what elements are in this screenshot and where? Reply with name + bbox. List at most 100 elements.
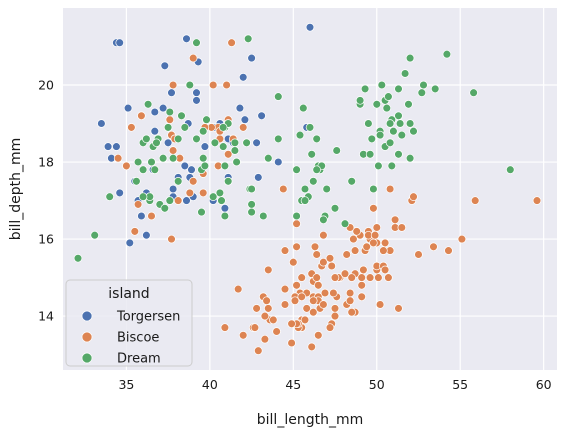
legend-label: Biscoe (117, 331, 159, 346)
data-point (506, 165, 515, 174)
data-point (330, 311, 340, 321)
x-tick-labels: 35 40 45 50 55 60 (118, 377, 551, 392)
data-point (369, 184, 378, 194)
data-point (223, 177, 233, 186)
data-point (312, 273, 321, 282)
data-point (400, 69, 410, 78)
data-point (340, 269, 350, 278)
series-biscoe (113, 38, 542, 355)
data-point (247, 207, 256, 217)
data-point (385, 119, 395, 128)
data-point (280, 300, 290, 309)
data-point (312, 165, 321, 174)
data-point (220, 161, 230, 171)
data-point (359, 265, 368, 275)
data-point (220, 204, 230, 213)
data-point (414, 250, 423, 259)
data-point (215, 188, 225, 198)
data-point (138, 192, 148, 201)
data-point (370, 230, 380, 240)
data-point (352, 227, 361, 236)
data-point (132, 177, 141, 186)
legend-marker (81, 331, 93, 343)
data-point (397, 130, 407, 140)
data-point (329, 288, 338, 298)
data-point (168, 146, 178, 155)
data-point (230, 146, 240, 155)
data-point (222, 80, 231, 90)
data-point (150, 126, 160, 136)
data-point (115, 38, 124, 47)
data-point (319, 300, 328, 309)
data-points (73, 23, 542, 355)
data-point (394, 84, 403, 94)
data-point (223, 150, 233, 159)
data-point (198, 126, 208, 136)
data-point (217, 196, 226, 205)
data-point (142, 230, 151, 240)
legend-box (65, 279, 193, 367)
data-point (269, 315, 278, 325)
data-point (259, 211, 268, 221)
data-point (379, 246, 388, 255)
data-point (309, 296, 318, 305)
data-point (227, 38, 236, 47)
data-point (123, 103, 133, 113)
data-point (300, 184, 310, 194)
data-point (127, 123, 136, 132)
data-point (147, 157, 156, 167)
legend-label: Torgersen (116, 310, 180, 325)
data-point (247, 184, 256, 194)
data-point (325, 323, 335, 332)
data-point (218, 123, 228, 132)
data-point (357, 281, 366, 290)
data-point (387, 161, 397, 171)
data-point (307, 150, 316, 159)
data-point (122, 161, 131, 171)
y-tick-label: 14 (38, 309, 54, 324)
data-point (340, 219, 350, 228)
data-point (409, 192, 418, 201)
data-point (113, 153, 123, 163)
data-point (347, 177, 356, 186)
data-point (365, 150, 375, 159)
data-point (115, 188, 124, 198)
data-point (103, 142, 113, 151)
data-point (192, 96, 201, 105)
data-point (394, 304, 403, 313)
data-point (287, 338, 296, 348)
data-point (152, 138, 161, 148)
data-point (274, 157, 283, 167)
series-dream (73, 34, 515, 263)
data-point (264, 153, 273, 163)
data-point (375, 300, 385, 309)
data-point (133, 157, 143, 167)
data-point (287, 319, 296, 329)
data-point (192, 88, 201, 97)
legend-title: island (108, 286, 149, 302)
x-tick-label: 50 (369, 377, 385, 392)
data-point (280, 284, 290, 294)
data-point (289, 257, 298, 267)
data-point (380, 265, 390, 275)
data-point (385, 138, 395, 148)
data-point (97, 119, 106, 128)
data-point (143, 100, 153, 109)
data-point (395, 119, 405, 128)
y-tick-label: 20 (38, 78, 54, 93)
data-point (350, 246, 360, 255)
y-tick-labels: 14 16 18 20 (38, 78, 54, 324)
data-point (292, 219, 301, 228)
data-point (238, 73, 248, 82)
data-point (125, 238, 135, 248)
data-point (158, 153, 168, 163)
data-point (173, 196, 183, 205)
data-point (330, 273, 340, 282)
y-tick-label: 16 (38, 232, 54, 247)
data-point (165, 115, 175, 124)
data-point (250, 323, 260, 332)
data-point (252, 304, 261, 313)
data-point (173, 177, 183, 186)
data-point (405, 119, 415, 128)
